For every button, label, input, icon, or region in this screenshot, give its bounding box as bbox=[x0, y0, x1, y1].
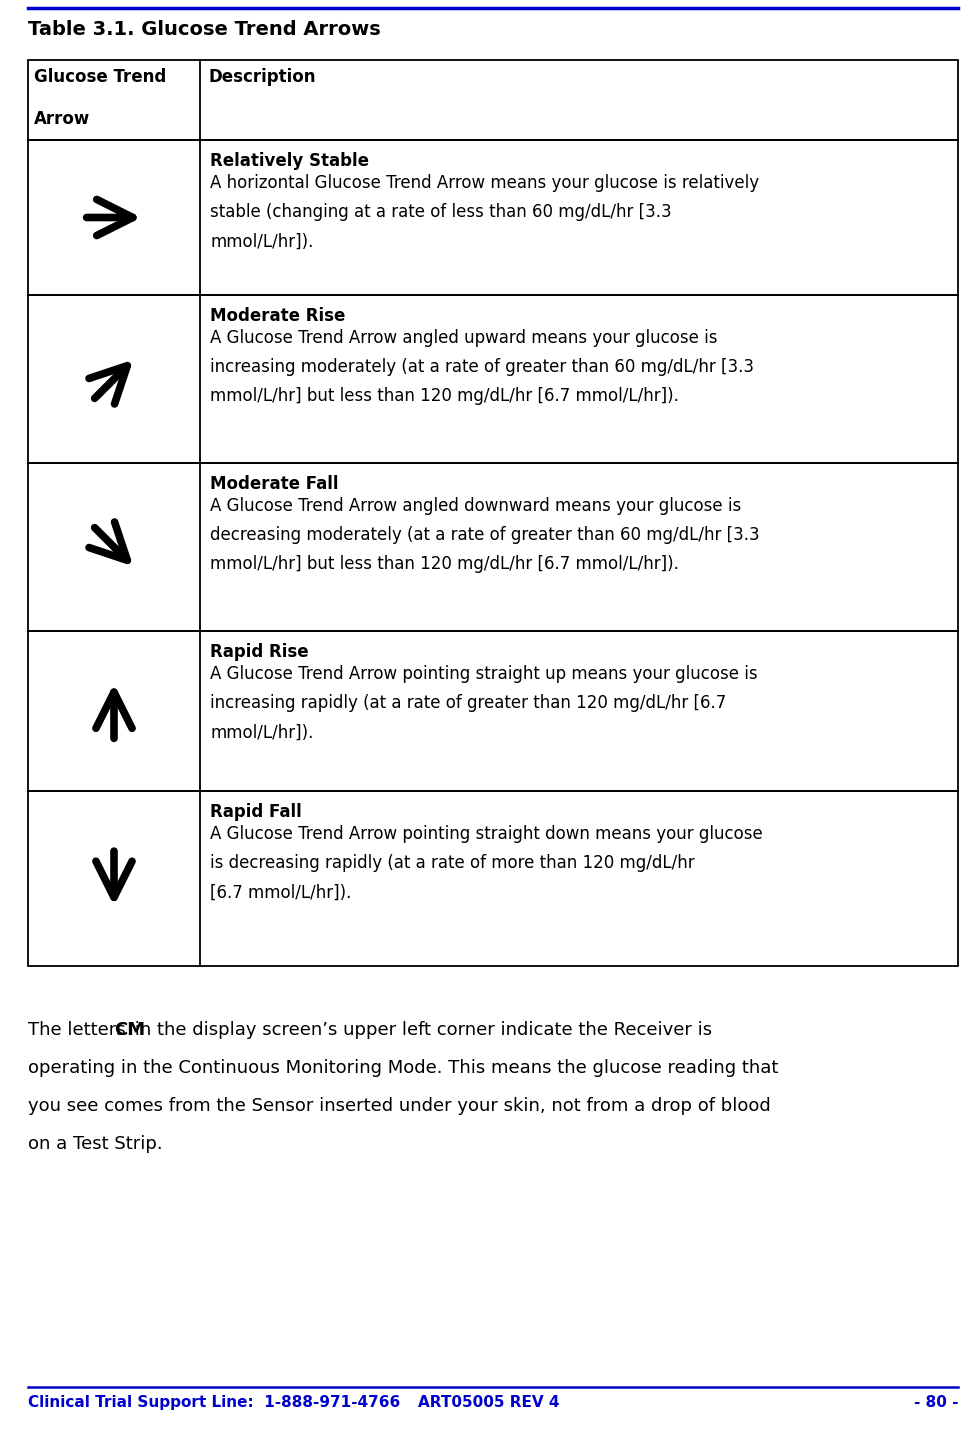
Text: A Glucose Trend Arrow angled upward means your glucose is
increasing moderately : A Glucose Trend Arrow angled upward mean… bbox=[210, 330, 753, 406]
Text: on a Test Strip.: on a Test Strip. bbox=[28, 1135, 162, 1153]
Text: Description: Description bbox=[208, 68, 316, 86]
Text: Moderate Fall: Moderate Fall bbox=[210, 475, 338, 494]
Bar bbox=[28, 791, 957, 966]
Text: operating in the Continuous Monitoring Mode. This means the glucose reading that: operating in the Continuous Monitoring M… bbox=[28, 1059, 778, 1076]
Text: Moderate Rise: Moderate Rise bbox=[210, 307, 345, 325]
Text: A Glucose Trend Arrow pointing straight up means your glucose is
increasing rapi: A Glucose Trend Arrow pointing straight … bbox=[210, 665, 757, 741]
Text: Rapid Fall: Rapid Fall bbox=[210, 803, 302, 822]
Text: A Glucose Trend Arrow pointing straight down means your glucose
is decreasing ra: A Glucose Trend Arrow pointing straight … bbox=[210, 825, 762, 901]
Text: Rapid Rise: Rapid Rise bbox=[210, 643, 309, 661]
Text: A horizontal Glucose Trend Arrow means your glucose is relatively
stable (changi: A horizontal Glucose Trend Arrow means y… bbox=[210, 174, 758, 250]
Text: Relatively Stable: Relatively Stable bbox=[210, 153, 368, 170]
Text: CM: CM bbox=[114, 1022, 146, 1039]
Bar bbox=[28, 463, 957, 630]
Text: - 80 -: - 80 - bbox=[913, 1394, 957, 1410]
Text: Clinical Trial Support Line:  1-888-971-4766: Clinical Trial Support Line: 1-888-971-4… bbox=[28, 1394, 400, 1410]
Bar bbox=[28, 140, 957, 295]
Text: ART05005 REV 4: ART05005 REV 4 bbox=[418, 1394, 559, 1410]
Bar bbox=[28, 630, 957, 791]
Bar bbox=[28, 295, 957, 463]
Text: Table 3.1. Glucose Trend Arrows: Table 3.1. Glucose Trend Arrows bbox=[28, 20, 380, 39]
Text: in the display screen’s upper left corner indicate the Receiver is: in the display screen’s upper left corne… bbox=[129, 1022, 711, 1039]
Text: you see comes from the Sensor inserted under your skin, not from a drop of blood: you see comes from the Sensor inserted u… bbox=[28, 1097, 770, 1115]
Bar bbox=[28, 60, 957, 140]
Text: The letters: The letters bbox=[28, 1022, 131, 1039]
Text: Glucose Trend

Arrow: Glucose Trend Arrow bbox=[34, 68, 166, 128]
Text: A Glucose Trend Arrow angled downward means your glucose is
decreasing moderatel: A Glucose Trend Arrow angled downward me… bbox=[210, 496, 759, 573]
